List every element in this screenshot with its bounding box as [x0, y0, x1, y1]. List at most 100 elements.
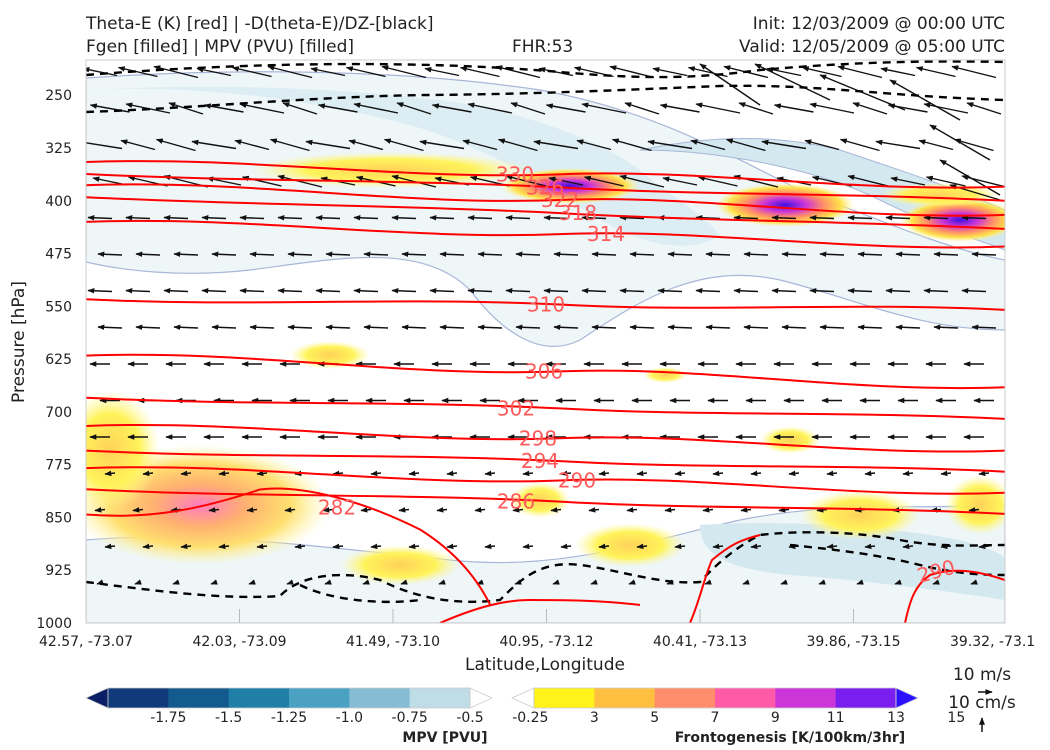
wind-vector	[467, 214, 493, 221]
wind-vector	[733, 214, 759, 221]
colorbar-tick-label: -1.75	[150, 710, 186, 726]
wind-vector	[505, 214, 531, 221]
wind-vector	[86, 67, 118, 77]
colorbar-tick-label: 9	[771, 710, 780, 726]
wind-vector	[218, 470, 230, 477]
wind-vector	[552, 579, 560, 585]
wind-vector	[201, 214, 227, 221]
wind-vector	[743, 251, 769, 258]
wind-vector	[324, 579, 332, 585]
wind-vector	[923, 287, 949, 294]
wind-vector	[705, 251, 731, 258]
colorbar-tick-label: -0.25	[512, 710, 548, 726]
theta-e-contour-label: 298	[519, 426, 557, 450]
wind-vector	[826, 470, 838, 477]
colorbar-extend	[511, 687, 535, 709]
wind-vector	[315, 214, 341, 221]
theta-e-contour	[689, 534, 761, 623]
wind-vector	[545, 103, 586, 113]
colorbar-tick-label: 11	[827, 710, 845, 726]
wind-vector	[439, 324, 465, 331]
colorbar-swatch	[594, 688, 656, 708]
title-valid: Valid: 12/05/2009 @ 05:00 UTC	[739, 37, 1005, 57]
wind-vector	[885, 287, 911, 294]
wind-vector	[781, 251, 807, 258]
x-tick-label: 42.03, -73.09	[192, 634, 286, 650]
wind-vector	[816, 507, 828, 513]
wind-vector	[629, 324, 655, 331]
wind-vector	[712, 543, 724, 550]
y-tick-label: 775	[45, 458, 72, 474]
wind-vector	[636, 543, 648, 550]
theta-e-contour	[86, 449, 1005, 473]
frontogenesis-colorbar: 3 5 7 9 11 13 15	[511, 687, 965, 726]
wind-vector	[626, 507, 638, 513]
colorbar-outline	[107, 687, 471, 709]
wind-vector	[173, 324, 199, 331]
wind-vector	[134, 579, 142, 585]
colorbar-tick-label: -0.75	[392, 710, 428, 726]
wind-vector	[826, 543, 838, 550]
title-left-line2: Fgen [filled] | MPV (PVU) [filled]	[86, 37, 355, 57]
wind-vector	[381, 65, 427, 79]
colorbar-swatch	[654, 688, 716, 708]
wind-vector	[742, 579, 750, 585]
x-tick-label: 40.95, -73.12	[499, 634, 593, 650]
wind-vector	[515, 324, 541, 331]
wind-vector	[467, 102, 513, 114]
wind-vector	[588, 507, 600, 513]
wind-vector	[923, 214, 949, 221]
colorbar-swatch	[108, 688, 169, 708]
wind-vector	[852, 102, 888, 115]
wind-vector	[429, 287, 455, 294]
wind-vector	[439, 251, 465, 258]
wind-vector	[249, 251, 275, 258]
wind-vector	[153, 65, 199, 79]
wind-vector	[477, 251, 503, 258]
wind-vector	[446, 470, 458, 477]
wind-vector	[287, 324, 313, 331]
filled-fields	[86, 71, 1005, 623]
theta-e-contour	[439, 598, 641, 623]
colorbar-swatch	[349, 688, 411, 708]
wind-vector	[360, 507, 372, 513]
colorbar-swatch	[534, 688, 595, 708]
wind-vector	[864, 543, 876, 550]
wind-vector	[895, 324, 921, 331]
colorbar-tick-label: -0.5	[456, 710, 483, 726]
wind-vector	[522, 543, 534, 550]
wind-vector	[325, 324, 351, 331]
wind-vector	[155, 138, 196, 152]
theta-e-contour	[86, 219, 1005, 249]
wind-vector	[609, 65, 655, 79]
wind-vector	[163, 287, 189, 294]
wind-vector	[459, 66, 500, 78]
theta-e-contour-label: 286	[497, 490, 535, 514]
wind-vector	[918, 139, 954, 151]
wind-vector	[885, 214, 911, 221]
filled-region	[340, 545, 460, 585]
y-tick-label: 1000	[36, 616, 72, 632]
wind-vector	[505, 287, 531, 294]
wind-vector	[667, 324, 693, 331]
colorbar-extend	[469, 687, 493, 709]
theta-e-contour-label: 306	[525, 359, 563, 383]
filled-region	[880, 183, 1000, 207]
wind-vector	[864, 470, 876, 477]
wind-vector	[611, 138, 652, 152]
wind-vector	[315, 287, 341, 294]
wind-vector	[163, 214, 189, 221]
stability-contour	[86, 60, 1005, 79]
wind-vector	[267, 65, 313, 79]
wind-vector	[203, 103, 244, 113]
wind-vector	[191, 139, 237, 150]
wind-vector	[408, 543, 420, 550]
wind-vector	[484, 543, 496, 550]
wind-vector	[619, 287, 645, 294]
wind-vector	[902, 470, 914, 477]
wind-vector	[398, 507, 410, 513]
wind-vector	[180, 470, 192, 477]
theta-e-contour	[86, 353, 1005, 390]
wind-vector	[305, 139, 351, 150]
wind-vector	[695, 102, 741, 114]
